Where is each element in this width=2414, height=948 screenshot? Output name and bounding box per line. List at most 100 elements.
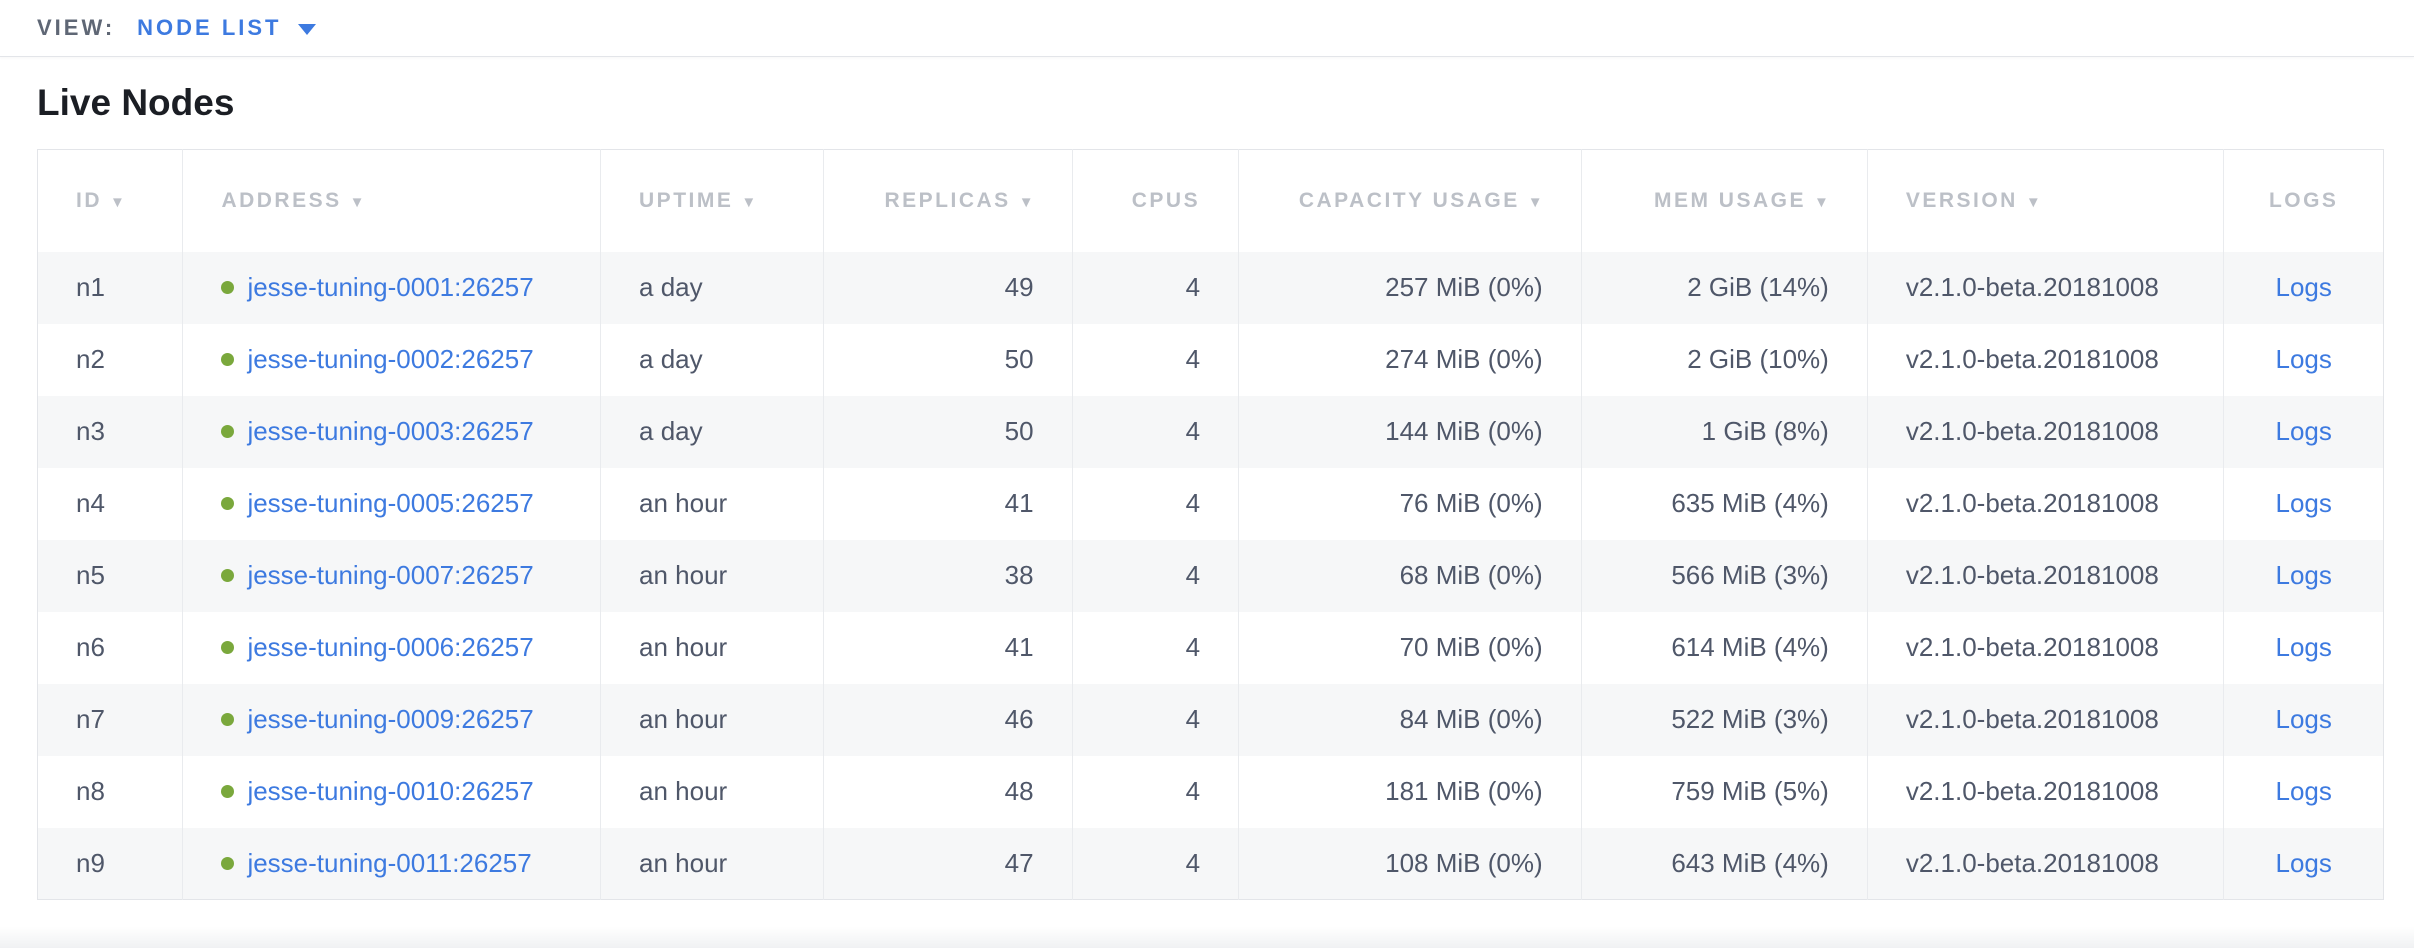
cell-capacity: 84 MiB (0%)	[1238, 683, 1582, 756]
node-address-link[interactable]: jesse-tuning-0010:26257	[247, 776, 534, 806]
cell-replicas: 50	[823, 395, 1073, 468]
cell-logs: Logs	[2224, 252, 2384, 324]
node-healthy-icon	[221, 785, 235, 798]
node-address-link[interactable]: jesse-tuning-0005:26257	[247, 488, 534, 518]
column-header-mem[interactable]: MEM USAGE ▼	[1581, 149, 1868, 252]
cell-uptime: an hour	[600, 467, 824, 540]
cell-replicas: 47	[823, 827, 1073, 900]
cell-id: n3	[37, 395, 184, 468]
cell-capacity: 70 MiB (0%)	[1238, 611, 1582, 684]
cell-version: v2.1.0-beta.20181008	[1867, 395, 2225, 468]
sort-arrow-icon: ▼	[741, 193, 757, 211]
cell-id: n1	[37, 251, 184, 324]
cell-replicas: 50	[823, 323, 1073, 396]
node-healthy-icon	[221, 497, 235, 510]
cell-address: jesse-tuning-0003:26257	[182, 395, 602, 468]
column-label: REPLICAS	[884, 188, 1011, 212]
logs-link[interactable]: Logs	[2275, 776, 2332, 806]
node-address-link[interactable]: jesse-tuning-0002:26257	[247, 344, 534, 374]
node-address-link[interactable]: jesse-tuning-0006:26257	[247, 632, 534, 662]
cell-logs: Logs	[2224, 612, 2384, 684]
cell-address: jesse-tuning-0001:26257	[182, 251, 602, 324]
column-label: CPUS	[1131, 188, 1201, 212]
sort-arrow-icon: ▼	[1527, 193, 1543, 211]
column-header-id[interactable]: ID ▼	[37, 149, 184, 252]
logs-link[interactable]: Logs	[2275, 560, 2332, 590]
sort-arrow-icon: ▼	[2025, 193, 2041, 211]
sort-arrow-icon: ▼	[110, 193, 125, 211]
table-row: n9 jesse-tuning-0011:26257 an hour 47 4 108 M…	[37, 827, 2384, 900]
cell-uptime: an hour	[600, 611, 824, 684]
cell-version: v2.1.0-beta.20181008	[1867, 467, 2225, 540]
cell-cpus: 4	[1072, 755, 1240, 828]
column-header-logs: LOGS	[2223, 149, 2384, 252]
node-address-link[interactable]: jesse-tuning-0011:26257	[247, 847, 532, 878]
logs-link[interactable]: Logs	[2275, 847, 2332, 878]
table-row: n3 jesse-tuning-0003:26257 a day 50 4 144 MiB…	[37, 395, 2384, 468]
cell-mem: 566 MiB (3%)	[1581, 539, 1868, 612]
column-header-version[interactable]: VERSION ▼	[1867, 149, 2225, 252]
cell-capacity: 68 MiB (0%)	[1238, 539, 1582, 612]
cell-logs: Logs	[2224, 828, 2384, 900]
cell-logs: Logs	[2224, 684, 2384, 756]
node-address-link[interactable]: jesse-tuning-0009:26257	[247, 704, 534, 734]
cell-cpus: 4	[1072, 539, 1240, 612]
cell-cpus: 4	[1072, 395, 1240, 468]
table-row: n1 jesse-tuning-0001:26257 a day 49 4 257 MiB…	[37, 251, 2384, 324]
cell-logs: Logs	[2224, 396, 2384, 468]
cell-version: v2.1.0-beta.20181008	[1867, 539, 2225, 612]
cell-cpus: 4	[1072, 467, 1240, 540]
cell-replicas: 49	[823, 251, 1073, 324]
column-header-cpus: CPUS	[1072, 149, 1240, 252]
table-row: n2 jesse-tuning-0002:26257 a day 50 4 274 MiB…	[37, 323, 2384, 396]
cell-id: n7	[37, 683, 184, 756]
column-label: ID	[76, 188, 102, 212]
cell-uptime: a day	[600, 323, 824, 396]
logs-link[interactable]: Logs	[2275, 632, 2332, 662]
view-bar: VIEW: NODE LIST	[0, 0, 2414, 57]
node-address-link[interactable]: jesse-tuning-0001:26257	[247, 272, 534, 302]
cell-replicas: 41	[823, 467, 1073, 540]
table-row: n5 jesse-tuning-0007:26257 an hour 38 4 68 Mi…	[37, 539, 2384, 612]
logs-link[interactable]: Logs	[2275, 272, 2332, 302]
cell-id: n8	[37, 755, 184, 828]
node-address-link[interactable]: jesse-tuning-0003:26257	[247, 416, 534, 446]
cell-logs: Logs	[2224, 540, 2384, 612]
node-address-link[interactable]: jesse-tuning-0007:26257	[247, 560, 534, 590]
cell-address: jesse-tuning-0007:26257	[182, 539, 602, 612]
cell-replicas: 41	[823, 611, 1073, 684]
column-header-replicas[interactable]: REPLICAS ▼	[823, 149, 1073, 252]
node-healthy-icon	[221, 569, 235, 582]
table-row: n8 jesse-tuning-0010:26257 an hour 48 4 181 M…	[37, 755, 2384, 828]
node-healthy-icon	[221, 281, 235, 294]
cell-capacity: 144 MiB (0%)	[1238, 395, 1582, 468]
cell-cpus: 4	[1072, 611, 1240, 684]
logs-link[interactable]: Logs	[2275, 488, 2332, 518]
cell-mem: 1 GiB (8%)	[1581, 395, 1868, 468]
chevron-down-icon	[297, 24, 316, 35]
cell-uptime: an hour	[600, 755, 824, 828]
cell-mem: 522 MiB (3%)	[1581, 683, 1868, 756]
cell-address: jesse-tuning-0002:26257	[182, 323, 602, 396]
logs-link[interactable]: Logs	[2275, 344, 2332, 374]
table-row: n4 jesse-tuning-0005:26257 an hour 41 4 76 Mi…	[37, 467, 2384, 540]
cell-id: n9	[37, 827, 184, 900]
view-dropdown[interactable]: NODE LIST	[137, 15, 316, 41]
cell-id: n5	[37, 539, 184, 612]
table-row: n6 jesse-tuning-0006:26257 an hour 41 4 70 Mi…	[37, 611, 2384, 684]
sort-arrow-icon: ▼	[349, 193, 365, 211]
table-body: n1 jesse-tuning-0001:26257 a day 49 4 257 MiB…	[37, 251, 2384, 900]
logs-link[interactable]: Logs	[2275, 416, 2332, 446]
cell-cpus: 4	[1072, 683, 1240, 756]
node-healthy-icon	[221, 425, 235, 438]
table-header-row: ID ▼ ADDRESS ▼ UPTIME ▼ REPLICAS ▼ CPUS CAPACITY …	[37, 149, 2384, 252]
cell-uptime: an hour	[600, 827, 824, 900]
cell-address: jesse-tuning-0010:26257	[182, 755, 602, 828]
column-header-capacity[interactable]: CAPACITY USAGE ▼	[1238, 149, 1582, 252]
logs-link[interactable]: Logs	[2275, 704, 2332, 734]
cell-capacity: 108 MiB (0%)	[1238, 827, 1582, 900]
column-header-uptime[interactable]: UPTIME ▼	[600, 149, 824, 252]
page-title: Live Nodes	[37, 82, 235, 123]
column-label: LOGS	[2268, 188, 2339, 212]
column-header-address[interactable]: ADDRESS ▼	[182, 149, 602, 252]
